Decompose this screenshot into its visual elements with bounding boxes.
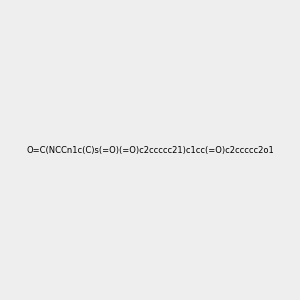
Text: O=C(NCCn1c(C)s(=O)(=O)c2ccccc21)c1cc(=O)c2ccccc2o1: O=C(NCCn1c(C)s(=O)(=O)c2ccccc21)c1cc(=O)… bbox=[26, 146, 274, 154]
